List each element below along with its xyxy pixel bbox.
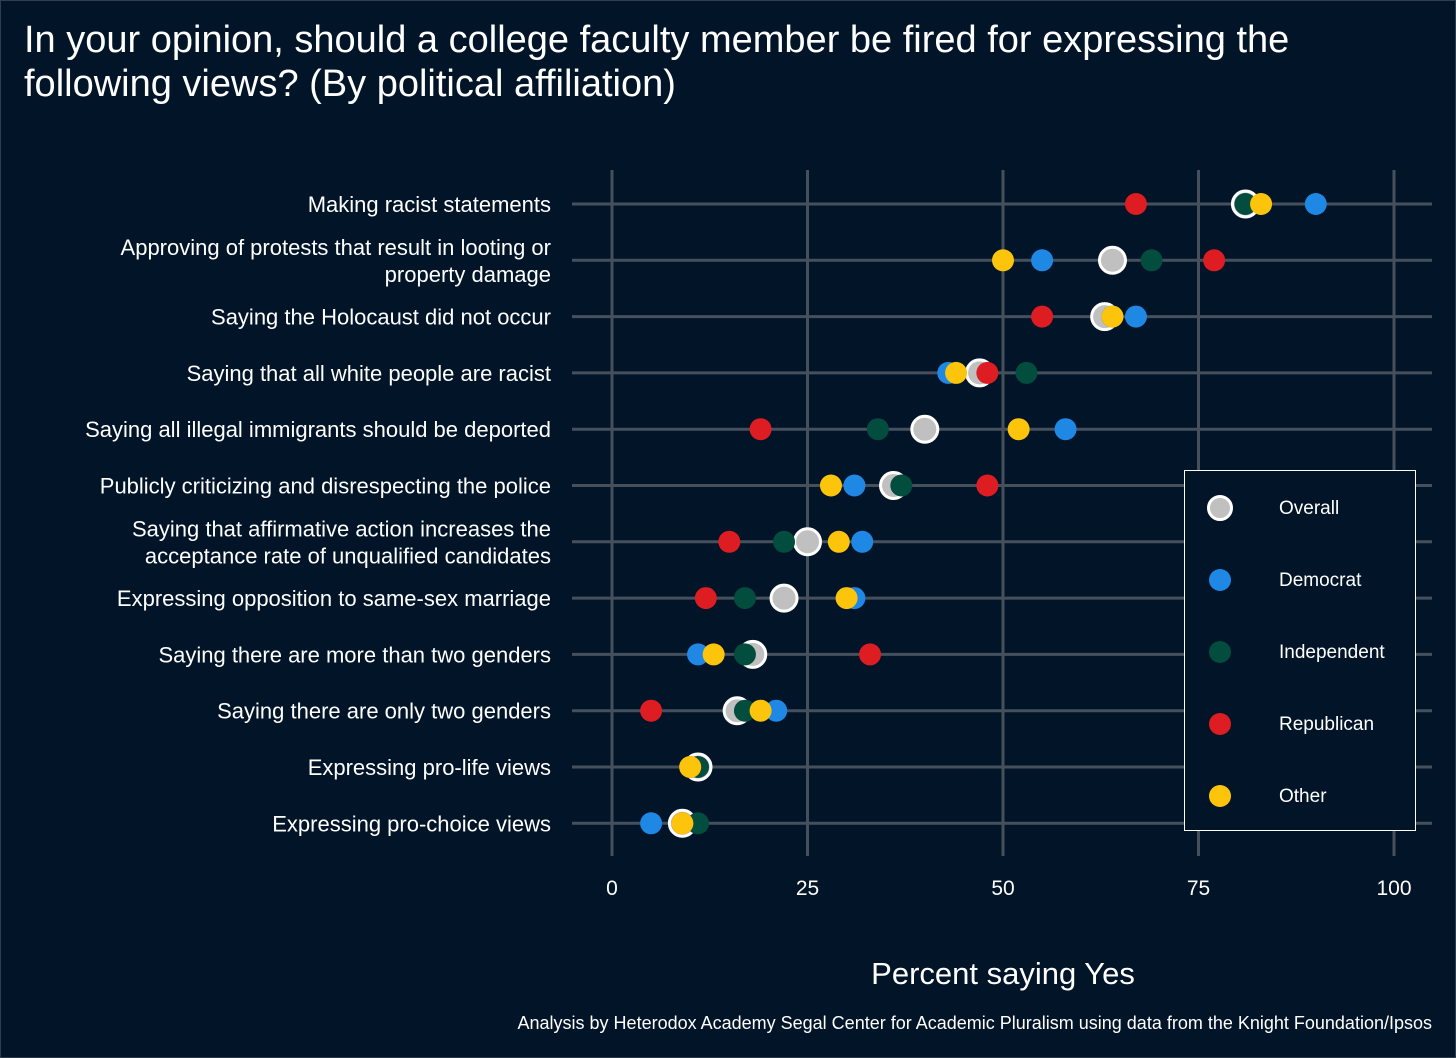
legend-item-other: Other xyxy=(1185,776,1415,816)
point-independent xyxy=(733,643,756,666)
point-democrat xyxy=(1124,305,1147,328)
point-other xyxy=(827,530,850,553)
y-category-label: Saying there are only two genders xyxy=(217,699,551,724)
legend-item-democrat: Democrat xyxy=(1185,560,1415,600)
y-category-label: Publicly criticizing and disrespecting t… xyxy=(100,474,551,499)
point-other xyxy=(819,474,842,497)
legend-label-republican: Republican xyxy=(1279,714,1375,735)
point-other xyxy=(749,699,772,722)
point-independent xyxy=(890,474,913,497)
y-category-label: Saying that affirmative action increases… xyxy=(132,516,551,541)
y-category-label: Saying that all white people are racist xyxy=(187,361,551,386)
legend-label-independent: Independent xyxy=(1279,642,1385,663)
point-republican xyxy=(749,418,772,441)
x-tick-label: 25 xyxy=(796,877,819,900)
y-category-label: Saying there are more than two genders xyxy=(158,642,551,667)
point-other xyxy=(1101,305,1124,328)
point-republican xyxy=(1203,249,1226,272)
legend-item-overall: Overall xyxy=(1185,488,1415,528)
point-other xyxy=(835,587,858,610)
point-republican xyxy=(1031,305,1054,328)
point-republican xyxy=(718,530,741,553)
point-other xyxy=(992,249,1014,272)
point-republican xyxy=(976,361,999,384)
point-independent xyxy=(687,812,710,835)
point-democrat xyxy=(1304,193,1327,215)
y-category-label: Making racist statements xyxy=(308,192,551,217)
y-category-label: acceptance rate of unqualified candidate… xyxy=(145,543,551,568)
caption: Analysis by Heterodox Academy Segal Cent… xyxy=(517,1013,1432,1033)
point-other xyxy=(679,756,702,778)
point-other xyxy=(671,812,694,835)
point-overall xyxy=(769,583,799,613)
point-democrat xyxy=(640,812,663,835)
point-republican xyxy=(640,699,663,722)
point-independent xyxy=(1234,193,1257,215)
point-independent xyxy=(1015,361,1038,384)
y-category-label: Expressing pro-life views xyxy=(308,755,551,780)
point-independent xyxy=(773,530,796,553)
point-other xyxy=(945,361,968,384)
point-overall xyxy=(793,527,822,557)
x-tick-label: 100 xyxy=(1376,877,1411,900)
chart-title: In your opinion, should a college facult… xyxy=(24,19,1290,105)
legend-label-other: Other xyxy=(1279,786,1327,807)
point-independent xyxy=(866,418,889,441)
point-democrat xyxy=(687,643,710,666)
point-democrat xyxy=(851,530,874,553)
point-republican xyxy=(1124,193,1147,215)
y-category-label: Saying the Holocaust did not occur xyxy=(211,305,551,330)
legend-label-democrat: Democrat xyxy=(1279,570,1362,591)
point-other xyxy=(1250,193,1273,215)
y-category-label: Expressing opposition to same-sex marria… xyxy=(117,586,551,611)
x-tick-label: 0 xyxy=(606,877,618,900)
point-overall xyxy=(910,414,940,444)
legend-label-overall: Overall xyxy=(1279,498,1340,519)
point-republican xyxy=(859,643,882,666)
point-democrat xyxy=(1031,249,1054,272)
point-other xyxy=(702,643,725,666)
legend: Overall Democrat Independent Republican … xyxy=(1184,470,1416,831)
point-independent xyxy=(733,699,756,722)
x-tick-label: 75 xyxy=(1187,877,1210,900)
x-tick-label: 50 xyxy=(991,877,1014,900)
point-democrat xyxy=(765,699,788,722)
y-category-label: Expressing pro-choice views xyxy=(272,811,551,836)
point-independent xyxy=(1140,249,1163,272)
y-category-label: Saying all illegal immigrants should be … xyxy=(85,417,551,442)
point-democrat xyxy=(843,474,866,497)
point-republican xyxy=(694,587,717,610)
legend-item-republican: Republican xyxy=(1185,704,1415,744)
legend-key-independent xyxy=(1209,641,1231,663)
point-overall xyxy=(1097,245,1127,275)
y-category-label: Approving of protests that result in loo… xyxy=(121,235,551,260)
x-axis-label: Percent saying Yes xyxy=(871,956,1135,991)
legend-key-overall xyxy=(1207,495,1233,521)
point-independent xyxy=(733,587,756,610)
legend-item-independent: Independent xyxy=(1185,632,1415,672)
point-republican xyxy=(976,474,999,497)
legend-key-democrat xyxy=(1209,569,1231,591)
point-other xyxy=(1007,418,1030,441)
legend-key-republican xyxy=(1209,713,1231,735)
legend-key-other xyxy=(1209,785,1231,807)
y-category-label: property damage xyxy=(385,262,551,287)
point-democrat xyxy=(1054,418,1077,441)
